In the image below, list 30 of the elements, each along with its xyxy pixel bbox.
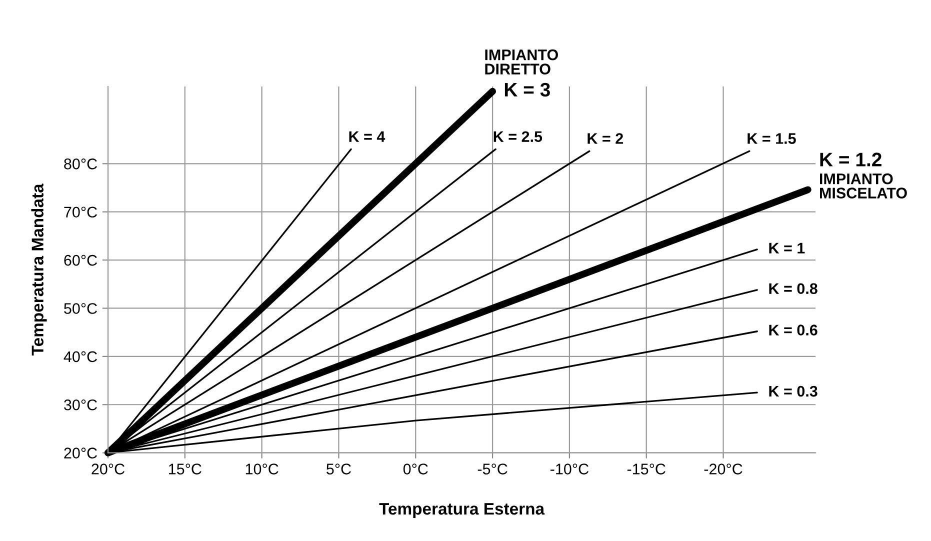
series-label: K = 0.8 bbox=[769, 283, 818, 294]
series-label: K = 1.5 bbox=[748, 133, 796, 144]
x-tick-label: 0°C bbox=[403, 464, 428, 474]
x-tick-label: 5°C bbox=[326, 464, 351, 474]
y-tick-label: 20°C bbox=[64, 448, 97, 459]
y-tick-label: 70°C bbox=[64, 206, 97, 218]
x-tick-label: -5°C bbox=[478, 464, 508, 474]
series-label: K = 1 bbox=[769, 242, 805, 254]
series-label: K = 0.6 bbox=[769, 324, 818, 336]
series-label: K = 0.3 bbox=[769, 386, 818, 397]
annotation: IMPIANTO DIRETTO bbox=[485, 49, 558, 74]
series-label: K = 4 bbox=[349, 131, 386, 142]
y-tick-label: 60°C bbox=[64, 254, 97, 266]
y-tick-label: 50°C bbox=[64, 303, 97, 314]
y-axis-title: Temperatura Mandata bbox=[31, 184, 47, 356]
x-tick-label: -10°C bbox=[550, 464, 588, 474]
x-axis-title: Temperatura Esterna bbox=[379, 503, 545, 518]
x-tick-label: -15°C bbox=[627, 464, 666, 474]
x-tick-label: -20°C bbox=[704, 464, 742, 474]
series-label: K = 2.5 bbox=[494, 131, 542, 142]
x-tick-label: 15°C bbox=[169, 464, 202, 474]
series-label: K = 2 bbox=[588, 133, 623, 144]
y-tick-label: 80°C bbox=[64, 158, 97, 170]
series-label: K = 1.2 bbox=[820, 152, 882, 166]
annotation: IMPIANTO MISCELATO bbox=[820, 173, 907, 198]
series-label: K = 3 bbox=[504, 82, 550, 97]
y-tick-label: 40°C bbox=[64, 351, 97, 362]
x-tick-label: 10°C bbox=[246, 464, 278, 474]
x-tick-label: 20°C bbox=[92, 464, 124, 474]
y-tick-label: 30°C bbox=[64, 399, 97, 410]
